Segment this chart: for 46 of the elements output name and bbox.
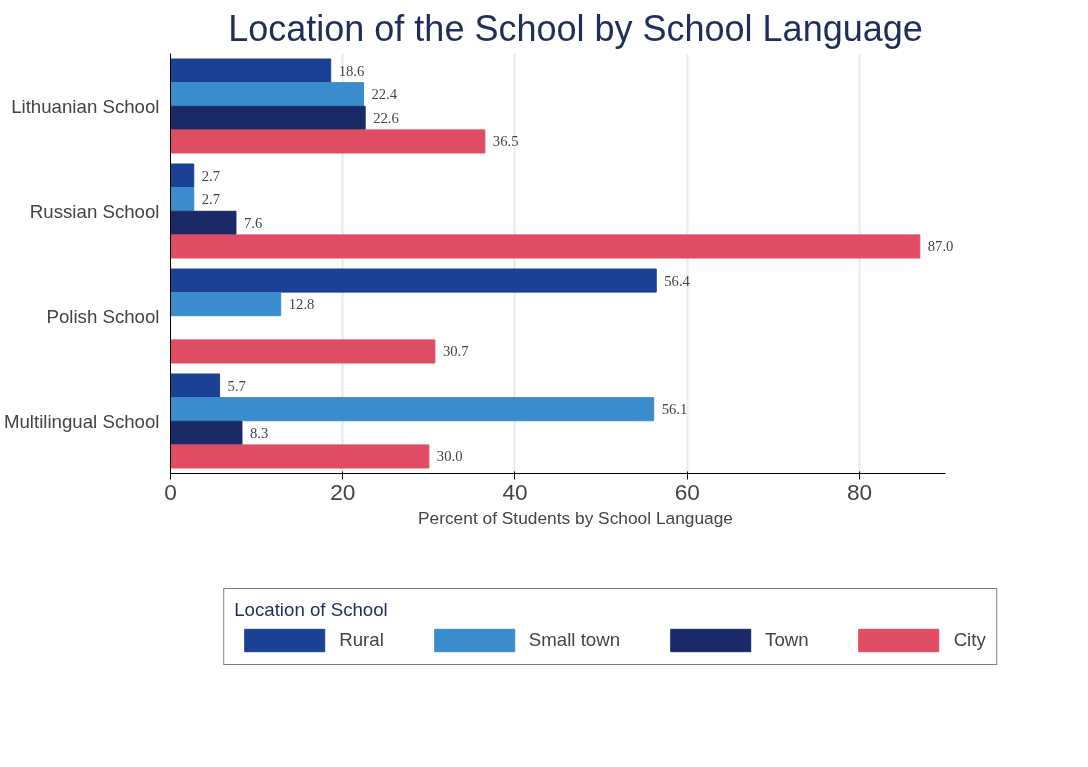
data-label: 2.7	[201, 191, 221, 208]
data-label: 12.8	[288, 296, 315, 313]
bar	[170, 105, 366, 130]
data-label: 5.7	[227, 377, 246, 394]
bar	[170, 82, 364, 107]
data-label: 18.6	[338, 62, 365, 79]
legend-label: Small town	[528, 629, 621, 651]
legend-title: Location of School	[234, 599, 389, 621]
x-tick-label: 20	[330, 478, 356, 505]
bar	[170, 444, 430, 469]
data-label: 22.4	[371, 86, 398, 103]
legend-label: City	[953, 629, 986, 651]
bar	[170, 268, 657, 293]
data-label: 36.5	[492, 133, 519, 150]
bar	[170, 292, 282, 317]
bar	[170, 187, 195, 212]
legend-label: Town	[765, 629, 809, 651]
data-label: 8.3	[249, 424, 269, 441]
data-label: 30.7	[442, 343, 469, 360]
data-label: 56.4	[664, 272, 691, 289]
x-tick-label: 60	[674, 478, 700, 505]
bar	[170, 234, 921, 259]
x-tick-label: 0	[164, 478, 177, 505]
data-label: 30.0	[436, 448, 463, 465]
y-tick-label: Lithuanian School	[11, 95, 160, 117]
legend-label: Rural	[339, 629, 384, 651]
bar	[170, 420, 243, 445]
x-axis-title: Percent of Students by School Language	[417, 507, 734, 528]
data-label: 87.0	[927, 238, 954, 255]
chart-title: Location of the School by School Language	[228, 7, 923, 49]
bar	[170, 129, 486, 154]
y-tick-label: Multilingual School	[3, 410, 160, 432]
bar	[170, 373, 221, 398]
data-label: 7.6	[243, 214, 263, 231]
bar	[170, 163, 195, 188]
y-tick-label: Russian School	[29, 200, 160, 222]
bar	[170, 58, 332, 83]
data-label: 2.7	[201, 167, 221, 184]
bar	[170, 210, 237, 235]
y-tick-label: Polish School	[46, 305, 160, 327]
data-label: 56.1	[661, 401, 688, 418]
bar	[170, 397, 655, 422]
x-tick-label: 80	[846, 478, 873, 505]
x-tick-label: 40	[502, 478, 528, 505]
bar	[170, 339, 436, 364]
data-label: 22.6	[373, 109, 399, 126]
